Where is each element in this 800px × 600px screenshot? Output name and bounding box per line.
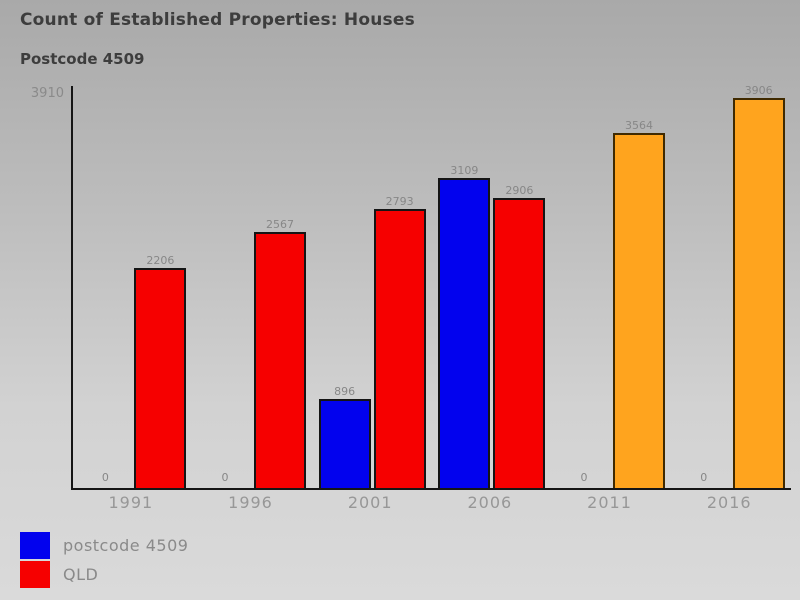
bar-qld-1991 xyxy=(134,268,187,488)
x-axis-label-2001: 2001 xyxy=(347,493,393,512)
bar-value-label-qld-2001: 2793 xyxy=(385,195,414,208)
y-axis-max-label: 3910 xyxy=(30,86,64,101)
bar-slot-postcode-4509-2016: 0 xyxy=(678,471,730,488)
legend-item-qld: QLD xyxy=(20,560,188,589)
x-axis-label-2016: 2016 xyxy=(706,493,752,512)
bar-qld-1996 xyxy=(254,232,306,488)
bar-value-label-postcode-4509-2001: 896 xyxy=(334,385,356,398)
legend-label-postcode-4509: postcode 4509 xyxy=(63,536,189,555)
bar-value-label-postcode-4509-1991: 0 xyxy=(101,471,109,484)
bar-slot-qld-1991: 2206 xyxy=(134,254,187,488)
plot-area: 0 2206 0 2567 896 2793 3109 2906 0 3564 0 3906 xyxy=(71,84,791,490)
legend: postcode 4509 QLD xyxy=(20,531,188,589)
bar-value-label-qld-1991: 2206 xyxy=(146,254,175,267)
bar-value-label-qld-1996: 2567 xyxy=(266,218,294,231)
bar-slot-qld-1996: 2567 xyxy=(254,218,306,488)
bar-value-label-qld-2006: 2906 xyxy=(505,184,534,197)
bar-slot-qld-2016: 3906 xyxy=(732,84,785,488)
x-axis-label-2011: 2011 xyxy=(587,493,632,512)
bar-group-2011: 0 3564 xyxy=(552,86,672,488)
bar-slot-postcode-4509-2011: 0 xyxy=(558,471,610,488)
bar-group-2006: 3109 2906 xyxy=(432,86,552,488)
bar-group-2016: 0 3906 xyxy=(671,84,791,488)
legend-item-postcode-4509: postcode 4509 xyxy=(20,531,188,560)
bar-group-2001: 896 2793 xyxy=(312,86,432,488)
bar-value-label-qld-2016: 3906 xyxy=(744,84,773,97)
bar-value-label-postcode-4509-2016: 0 xyxy=(700,471,708,484)
x-axis-label-1991: 1991 xyxy=(108,493,154,512)
x-axis-labels: 1991 1996 2001 2006 2011 2016 xyxy=(71,493,789,512)
bar-slot-qld-2011: 3564 xyxy=(613,119,666,488)
bar-qld-2001 xyxy=(373,209,426,488)
chart-title: Count of Established Properties: Houses xyxy=(20,10,415,30)
bar-postcode-4509-2001 xyxy=(318,399,371,488)
legend-label-qld: QLD xyxy=(63,565,99,584)
bar-qld-2006 xyxy=(493,198,546,488)
bar-slot-qld-2006: 2906 xyxy=(493,184,546,488)
bar-slot-qld-2001: 2793 xyxy=(373,195,426,488)
bar-postcode-4509-2006 xyxy=(438,178,491,488)
x-axis-label-1996: 1996 xyxy=(228,493,273,512)
legend-swatch-qld xyxy=(20,561,50,588)
chart-subtitle: Postcode 4509 xyxy=(20,50,145,68)
bar-qld-2016 xyxy=(732,98,785,488)
bar-value-label-postcode-4509-1996: 0 xyxy=(221,471,229,484)
legend-swatch-postcode-4509 xyxy=(20,532,50,559)
bar-slot-postcode-4509-1996: 0 xyxy=(199,471,251,488)
bar-slot-postcode-4509-2001: 896 xyxy=(318,385,371,488)
bar-slot-postcode-4509-1991: 0 xyxy=(79,471,131,488)
bar-slot-postcode-4509-2006: 3109 xyxy=(438,164,491,488)
bar-group-1996: 0 2567 xyxy=(193,86,313,488)
x-axis-label-2006: 2006 xyxy=(467,493,513,512)
bar-value-label-qld-2011: 3564 xyxy=(625,119,654,132)
bar-group-1991: 0 2206 xyxy=(73,86,193,488)
bar-qld-2011 xyxy=(613,133,666,488)
bar-value-label-postcode-4509-2011: 0 xyxy=(580,471,588,484)
bar-value-label-postcode-4509-2006: 3109 xyxy=(450,164,479,177)
